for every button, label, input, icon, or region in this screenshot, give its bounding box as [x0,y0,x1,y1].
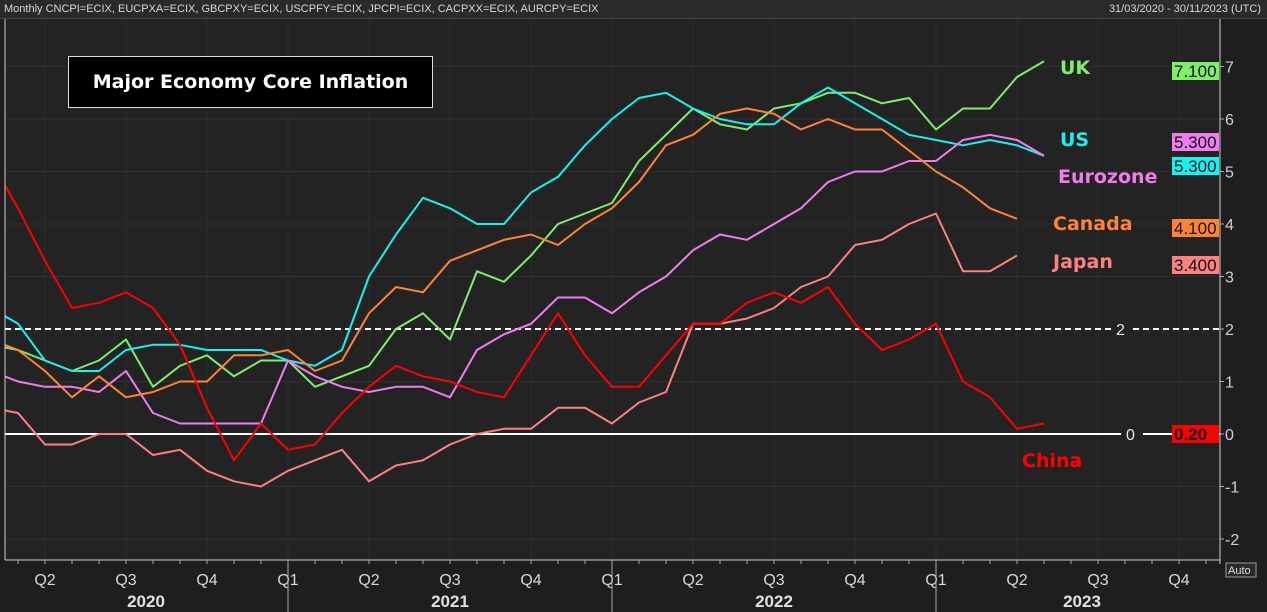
auto-scale-label: Auto [1228,565,1251,577]
last-value-box-us [1172,157,1219,175]
date-range: 31/03/2020 - 30/11/2023 (UTC) [1108,3,1261,15]
auto-scale-button[interactable] [1225,562,1257,578]
series-line-china [5,183,1045,462]
x-quarter-label: Q4 [520,572,541,589]
x-year-label: 2023 [1063,592,1101,611]
instrument-list: Monthly CNCPI=ECIX, EUCPXA=ECIX, GBCPXY=… [4,3,599,15]
x-quarter-label: Q3 [115,572,136,589]
y-tick-label: 3 [1225,270,1234,287]
last-value-box-eurozone [1172,133,1219,151]
last-value-label-japan: 3.400 [1174,256,1217,275]
last-value-box-uk [1172,62,1219,80]
x-quarter-label: Q2 [34,572,55,589]
last-value-label-canada: 4.100 [1174,219,1217,238]
series-label-japan: Japan [1051,251,1113,273]
x-quarter-label: Q4 [844,572,865,589]
series-line-eurozone [5,133,1045,425]
last-value-box-china [1172,425,1219,443]
chart-header-bar: Monthly CNCPI=ECIX, EUCPXA=ECIX, GBCPXY=… [0,0,1267,19]
y-tick-label: 1 [1225,375,1234,392]
y-tick-label: 7 [1225,60,1234,77]
chart-title: Major Economy Core Inflation [68,56,433,108]
series-line-us [5,86,1045,372]
last-value-label-eurozone: 5.300 [1174,133,1217,152]
y-tick-label: 4 [1225,217,1234,234]
x-quarter-label: Q4 [1168,572,1189,589]
series-label-canada: Canada [1053,213,1133,235]
reference-label-bg [1122,425,1142,443]
x-year-label: 2021 [431,592,469,611]
last-value-box-canada [1172,219,1219,237]
y-tick-label: -1 [1225,480,1239,497]
series-label-eurozone: Eurozone [1058,166,1157,188]
last-value-box-japan [1172,256,1219,274]
y-tick-label: 6 [1225,112,1234,129]
y-tick-label: 5 [1225,165,1234,182]
x-quarter-label: Q3 [763,572,784,589]
reference-line-label: 2 [1116,322,1125,339]
y-tick-label: 0 [1225,427,1234,444]
x-year-label: 2020 [127,592,165,611]
series-line-uk [5,60,1045,388]
x-quarter-label: Q2 [1006,572,1027,589]
x-year-label: 2022 [755,592,793,611]
y-tick-label: 2 [1225,322,1234,339]
reference-line-label: 0 [1126,427,1135,444]
series-group [5,60,1045,488]
x-quarter-label: Q4 [196,572,217,589]
last-value-boxes: 7.100 5.300 5.300 4.100 3.400 0.20 [1172,62,1219,444]
series-label-uk: UK [1060,57,1091,79]
series-label-us: US [1060,129,1089,151]
series-label-china: China [1022,450,1082,472]
x-quarter-label: Q2 [358,572,379,589]
last-value-label-us: 5.300 [1174,157,1217,176]
reference-label-bg [1112,320,1132,338]
y-tick-label: -2 [1225,532,1239,549]
x-quarter-label: Q3 [439,572,460,589]
x-quarter-label: Q3 [1087,572,1108,589]
last-value-label-china: 0.20 [1174,425,1207,444]
last-value-label-uk: 7.100 [1174,62,1217,81]
x-quarter-label: Q2 [682,572,703,589]
